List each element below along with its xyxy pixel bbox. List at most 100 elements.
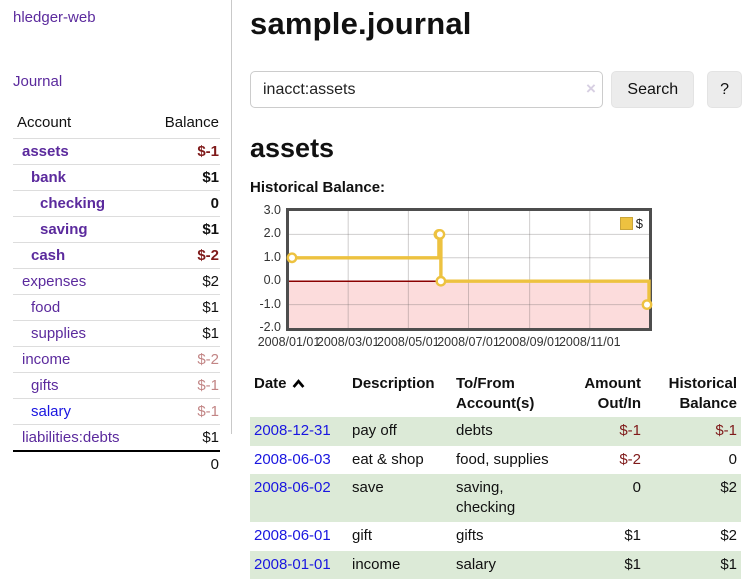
account-link[interactable]: expenses bbox=[22, 273, 87, 290]
accounts-header-balance: Balance bbox=[146, 110, 220, 139]
sidebar-account-row: gifts $-1 bbox=[13, 372, 220, 399]
transaction-balance: $2 bbox=[720, 527, 737, 544]
transaction-amount: $1 bbox=[624, 527, 641, 544]
register-header-date[interactable]: Date bbox=[250, 371, 348, 417]
accounts-total-spacer bbox=[13, 450, 147, 477]
transaction-description: save bbox=[352, 479, 384, 496]
register-row: 2008-06-02 save saving, checking 0 $2 bbox=[250, 474, 741, 522]
transaction-balance: $2 bbox=[720, 479, 737, 496]
account-balance: $-2 bbox=[146, 346, 220, 373]
account-link[interactable]: bank bbox=[31, 169, 67, 186]
y-tick-label: 0.0 bbox=[263, 273, 281, 288]
account-page-title: assets bbox=[250, 133, 335, 163]
account-link[interactable]: gifts bbox=[31, 377, 59, 394]
account-balance: $-1 bbox=[146, 398, 220, 425]
account-link[interactable]: checking bbox=[40, 195, 106, 212]
sidebar-account-row: supplies $1 bbox=[13, 320, 220, 347]
account-balance: $1 bbox=[146, 320, 220, 347]
x-tick-label: 2008/09/01 bbox=[498, 335, 561, 349]
account-balance: $-1 bbox=[146, 372, 220, 399]
sidebar-account-row: food $1 bbox=[13, 294, 220, 321]
account-balance: $1 bbox=[146, 164, 220, 191]
account-link[interactable]: assets bbox=[22, 143, 69, 160]
chart-series-svg bbox=[286, 211, 653, 328]
x-tick-label: 2008/03/01 bbox=[316, 335, 380, 349]
register-row: 2008-12-31 pay off debts $-1 $-1 bbox=[250, 417, 741, 446]
transaction-accounts: debts bbox=[456, 422, 493, 439]
chart-plot-area: $ bbox=[286, 208, 653, 331]
accounts-total-balance: 0 bbox=[146, 450, 220, 477]
sidebar-account-row: bank $1 bbox=[13, 164, 220, 191]
transaction-date-link[interactable]: 2008-06-01 bbox=[254, 527, 331, 544]
y-tick-label: 1.0 bbox=[263, 249, 281, 264]
transaction-balance: 0 bbox=[728, 450, 737, 468]
transaction-amount: $-2 bbox=[619, 450, 641, 468]
account-link[interactable]: cash bbox=[31, 247, 66, 264]
sidebar-item-journal[interactable]: Journal bbox=[13, 73, 63, 90]
search-form: × Search ? bbox=[250, 71, 742, 108]
transaction-amount: $1 bbox=[624, 555, 641, 573]
transaction-date-link[interactable]: 2008-12-31 bbox=[254, 422, 331, 439]
transaction-accounts: gifts bbox=[456, 527, 484, 544]
x-tick-label: 2008/05/01 bbox=[377, 335, 440, 349]
clear-search-icon[interactable]: × bbox=[586, 79, 596, 98]
register-table: Date Description To/From Account(s) Amou… bbox=[250, 371, 741, 579]
y-tick-label: -1.0 bbox=[259, 296, 281, 311]
search-button[interactable]: Search bbox=[611, 71, 695, 108]
account-balance: $-2 bbox=[146, 242, 220, 269]
help-button[interactable]: ? bbox=[707, 71, 742, 108]
sidebar-account-row: assets $-1 bbox=[13, 138, 220, 165]
account-balance: $1 bbox=[146, 294, 220, 321]
transaction-balance: $-1 bbox=[715, 422, 737, 439]
sidebar-account-row: checking 0 bbox=[13, 190, 220, 217]
transaction-balance: $1 bbox=[720, 555, 737, 573]
register-header-accounts: To/From Account(s) bbox=[456, 375, 535, 412]
transaction-description: income bbox=[352, 555, 401, 573]
chart-legend: $ bbox=[619, 216, 643, 231]
transaction-date-link[interactable]: 2008-01-01 bbox=[254, 555, 331, 573]
y-tick-label: -2.0 bbox=[259, 320, 281, 334]
account-balance: $-1 bbox=[146, 138, 220, 165]
transaction-description: pay off bbox=[352, 422, 397, 439]
transaction-date-link[interactable]: 2008-06-03 bbox=[254, 450, 331, 468]
sort-ascending-icon bbox=[292, 379, 304, 388]
sidebar-account-row: expenses $2 bbox=[13, 268, 220, 295]
account-link[interactable]: saving bbox=[40, 221, 88, 238]
y-tick-label: 3.0 bbox=[263, 203, 281, 217]
transaction-date-link[interactable]: 2008-06-02 bbox=[254, 479, 331, 496]
y-tick-label: 2.0 bbox=[263, 226, 281, 241]
register-row: 2008-06-01 gift gifts $1 $2 bbox=[250, 522, 741, 551]
account-balance: $1 bbox=[146, 216, 220, 243]
transaction-accounts: food, supplies bbox=[456, 450, 549, 468]
account-balance: 0 bbox=[146, 190, 220, 217]
register-header-description: Description bbox=[352, 375, 435, 392]
account-balance: $2 bbox=[146, 268, 220, 295]
account-balance: $1 bbox=[146, 424, 220, 452]
sidebar-account-row: saving $1 bbox=[13, 216, 220, 243]
main-content: sample.journal × Search ? assets Histori… bbox=[233, 0, 742, 579]
register-header-balance: Historical Balance bbox=[668, 375, 737, 412]
register-row: 2008-01-01 income salary $1 $1 bbox=[250, 550, 741, 579]
sidebar-account-row: income $-2 bbox=[13, 346, 220, 373]
sidebar-account-row: cash $-2 bbox=[13, 242, 220, 269]
register-header-amount: Amount Out/In bbox=[584, 375, 641, 412]
transaction-accounts: salary bbox=[456, 555, 497, 573]
account-link[interactable]: liabilities:debts bbox=[22, 429, 120, 446]
account-link[interactable]: food bbox=[31, 299, 61, 316]
transaction-accounts: saving, checking bbox=[456, 479, 516, 516]
account-link[interactable]: supplies bbox=[31, 325, 87, 342]
search-input[interactable] bbox=[250, 71, 604, 108]
page-title: sample.journal bbox=[250, 6, 472, 41]
app-title-link[interactable]: hledger-web bbox=[13, 9, 96, 26]
account-link[interactable]: salary bbox=[31, 403, 72, 420]
x-tick-label: 2008/11/01 bbox=[558, 335, 621, 349]
sidebar-account-row: liabilities:debts $1 bbox=[13, 424, 220, 452]
sidebar: hledger-web Journal Account Balance asse… bbox=[0, 0, 232, 477]
chart-title: Historical Balance: bbox=[250, 179, 386, 196]
x-tick-label: 2008/01/01 bbox=[257, 335, 321, 349]
account-link[interactable]: income bbox=[22, 351, 71, 368]
sidebar-account-row: salary $-1 bbox=[13, 398, 220, 425]
register-row: 2008-06-03 eat & shop food, supplies $-2… bbox=[250, 446, 741, 475]
transaction-amount: $-1 bbox=[619, 422, 641, 439]
